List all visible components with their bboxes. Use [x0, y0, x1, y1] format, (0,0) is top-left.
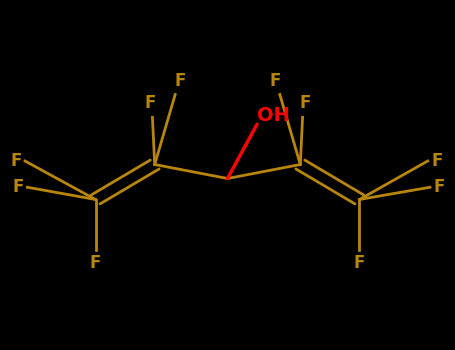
Text: F: F	[354, 253, 365, 272]
Text: F: F	[145, 94, 156, 112]
Text: F: F	[299, 94, 310, 112]
Text: F: F	[174, 71, 186, 90]
Text: F: F	[90, 253, 101, 272]
Text: F: F	[269, 71, 281, 90]
Text: OH: OH	[257, 106, 289, 125]
Text: F: F	[433, 178, 445, 196]
Text: F: F	[10, 152, 22, 170]
Text: F: F	[431, 152, 442, 170]
Text: F: F	[12, 178, 24, 196]
